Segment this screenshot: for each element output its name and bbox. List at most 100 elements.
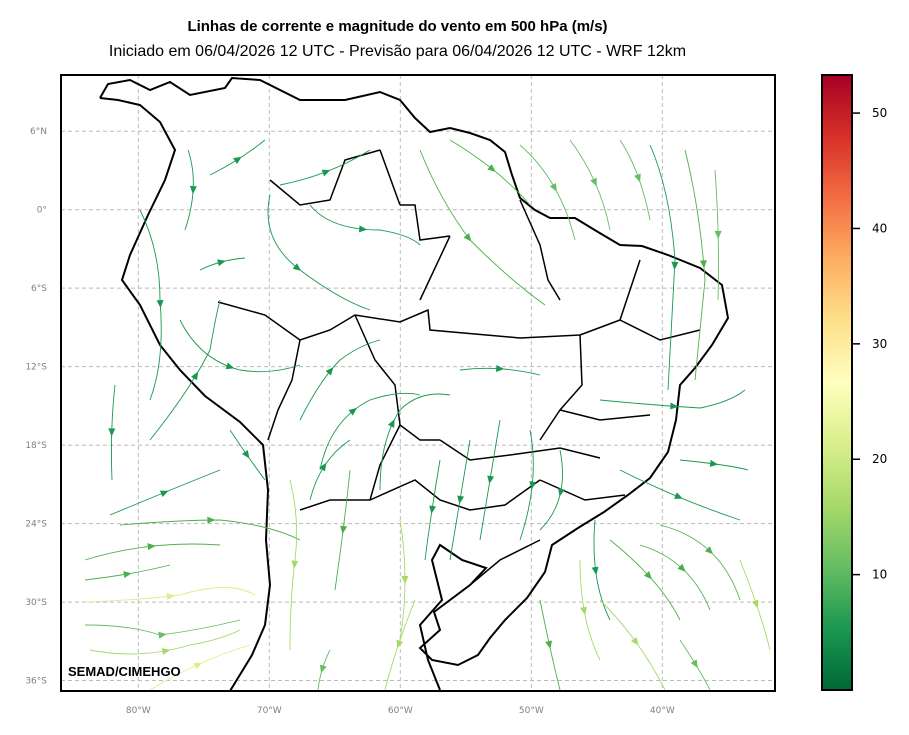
streamline (619, 139, 651, 221)
streamline-arrow (207, 516, 216, 524)
streamline (289, 479, 298, 651)
streamline (139, 209, 162, 401)
colorbar-tick-label: 40 (872, 221, 887, 235)
lon-tick-label: 70°W (257, 706, 282, 716)
streamline (89, 629, 241, 655)
lat-tick-label: 24°S (25, 520, 47, 530)
streamline-arrow (161, 648, 171, 655)
streamline-arrow (156, 299, 164, 309)
streamline-arrow (225, 362, 235, 370)
streamline (649, 144, 676, 391)
streamline-arrow (108, 428, 116, 437)
streamline-arrow (292, 263, 302, 271)
streamline-arrow (348, 407, 357, 416)
chart-subtitle: Iniciado em 06/04/2026 12 UTC - Previsão… (108, 43, 687, 60)
streamline-arrow (457, 495, 465, 504)
streamline (519, 144, 576, 241)
streamline-arrow (677, 563, 686, 572)
streamline-arrow (643, 571, 652, 580)
map-frame (60, 74, 776, 692)
streamline-arrow (690, 659, 698, 668)
lon-tick-label: 60°W (388, 706, 413, 716)
streamline (319, 392, 421, 471)
streamline-arrow (358, 225, 368, 233)
lat-tick-label: 0° (37, 206, 47, 216)
streamline (679, 459, 749, 471)
colorbar-tick-label: 30 (872, 337, 887, 351)
colorbar-tick-label: 10 (872, 568, 887, 582)
streamline-arrow (495, 364, 505, 372)
streamline (599, 599, 666, 691)
streamline (279, 149, 371, 186)
streamline-arrow (714, 230, 722, 239)
streamline-arrow (319, 664, 327, 674)
streamline (317, 649, 331, 691)
streamline-arrow (549, 182, 557, 192)
streamline (149, 299, 221, 441)
streamline-arrow (704, 546, 714, 555)
streamline-arrow (671, 261, 679, 270)
streamline-arrow (630, 637, 639, 646)
streamline (609, 539, 681, 621)
watermark: SEMAD/CIMEHGO (68, 664, 181, 679)
lat-tick-label: 30°S (25, 598, 47, 608)
streamlines (84, 139, 771, 691)
streamline (379, 393, 451, 491)
streamline-arrow (558, 488, 565, 497)
streamline (593, 519, 611, 621)
streamline-arrow (545, 640, 553, 650)
streamline-arrow (674, 492, 683, 499)
streamline-arrow (396, 639, 404, 649)
streamline-arrow (158, 631, 167, 639)
streamline-arrow (191, 371, 199, 381)
streamline-arrow (340, 525, 348, 535)
streamline-arrow (463, 233, 472, 242)
streamline-arrow (709, 459, 719, 467)
country-borders (217, 149, 701, 586)
colorbar-tick-label: 50 (872, 106, 887, 120)
streamline-arrow (321, 169, 331, 177)
lat-tick-label: 6°S (31, 284, 47, 294)
colorbar-tick-label: 20 (872, 452, 887, 466)
chart-title: Linhas de corrente e magnitude do vento … (187, 18, 608, 35)
streamline-arrow (123, 571, 132, 579)
streamline-arrow (751, 599, 759, 609)
streamline-arrow (580, 606, 587, 616)
streamline (299, 339, 381, 421)
streamline-arrow (387, 419, 395, 428)
streamline-arrow (401, 575, 409, 584)
streamline (267, 194, 371, 311)
streamline (684, 149, 706, 381)
lat-tick-label: 18°S (25, 441, 47, 451)
streamline-arrow (487, 164, 496, 172)
streamline (119, 519, 301, 541)
streamline (84, 619, 241, 636)
streamline-arrow (325, 367, 334, 376)
streamline (334, 469, 351, 591)
streamline-arrow (147, 543, 156, 551)
streamline (599, 389, 746, 409)
streamline-arrow (319, 462, 327, 472)
streamline-arrow (487, 475, 495, 484)
lat-tick-label: 36°S (25, 677, 47, 687)
streamline (199, 257, 246, 271)
streamline-arrow (193, 662, 203, 670)
colorbar (821, 74, 853, 691)
streamline-arrow (242, 449, 250, 459)
streamline (309, 439, 351, 501)
streamline (659, 524, 741, 601)
streamline-arrow (670, 402, 679, 410)
streamline (309, 204, 421, 246)
lon-tick-label: 80°W (126, 706, 151, 716)
streamline (424, 459, 441, 561)
streamline-arrow (634, 173, 641, 183)
streamline-arrow (159, 490, 169, 498)
streamline (419, 149, 546, 306)
lon-tick-label: 50°W (519, 706, 544, 716)
streamline-arrow (429, 505, 437, 514)
colorbar-ticks: 10 20 30 40 50 (852, 106, 887, 582)
south-america-coastline (99, 76, 730, 691)
streamline-arrow (233, 156, 242, 165)
streamline-arrow (166, 593, 175, 601)
